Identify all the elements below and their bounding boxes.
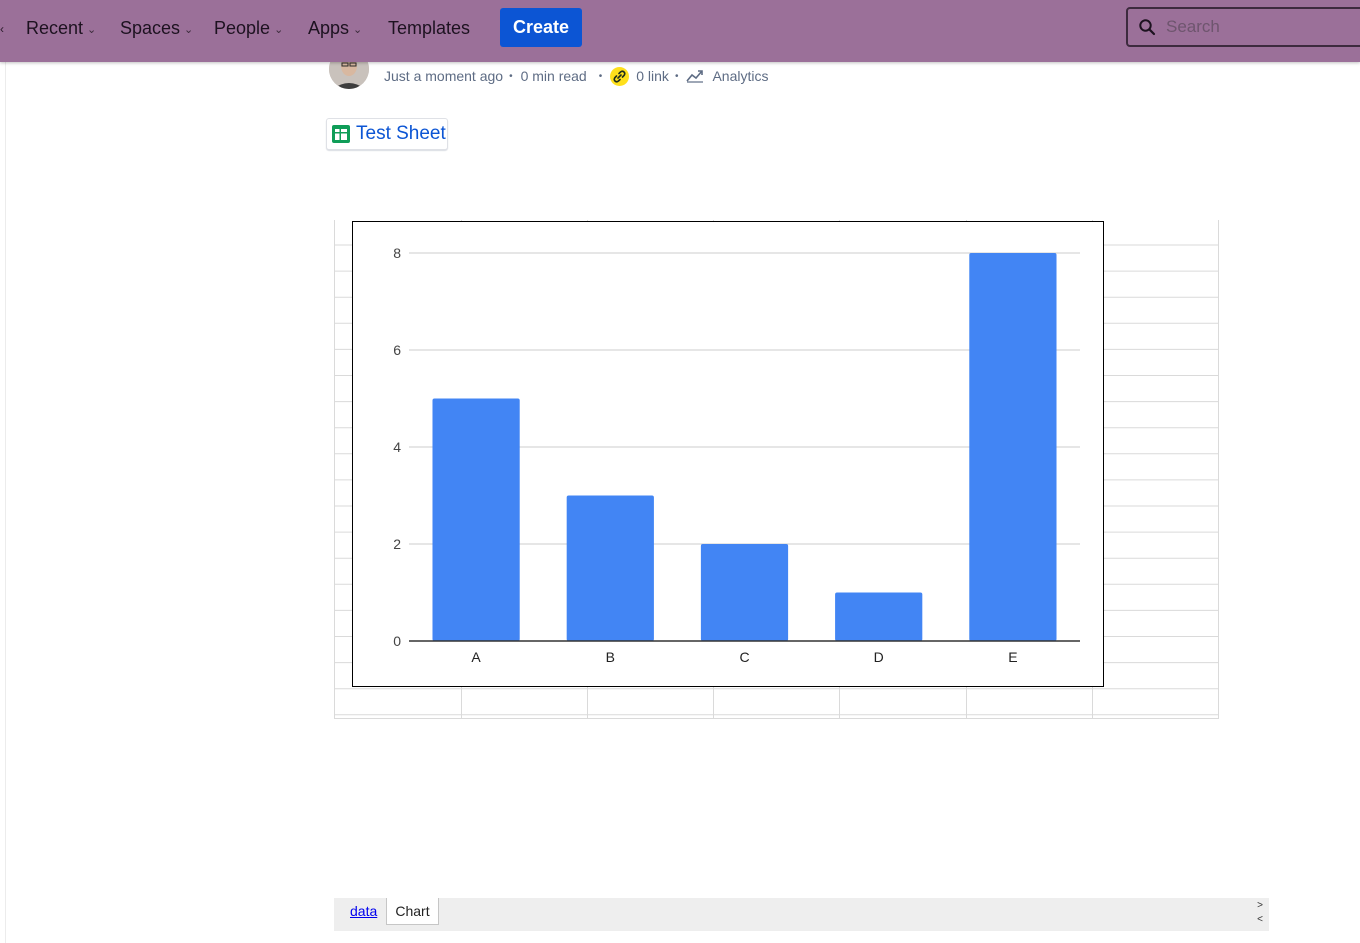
- x-tick-label: C: [739, 649, 749, 665]
- y-tick-label: 4: [393, 439, 401, 455]
- top-navigation: ‹ Recent ⌄ Spaces ⌄ People ⌄ Apps ⌄ Temp…: [0, 0, 1360, 62]
- analytics-link[interactable]: Analytics: [712, 68, 769, 84]
- nav-spaces-label: Spaces: [120, 17, 181, 38]
- embedded-chart: 0 2 4 6 8 A B C D E: [352, 221, 1104, 687]
- link-icon[interactable]: [610, 66, 630, 86]
- nav-spaces[interactable]: Spaces ⌄: [120, 16, 193, 40]
- y-tick-label: 8: [393, 245, 401, 261]
- x-tick-label: B: [606, 649, 615, 665]
- nav-recent-label: Recent: [26, 17, 84, 38]
- y-tick-label: 2: [393, 536, 401, 552]
- chevron-down-icon: ⌄: [87, 23, 97, 36]
- bar-chart: 0 2 4 6 8 A B C D E: [393, 245, 1080, 665]
- read-time: 0 min read: [520, 68, 587, 84]
- nav-templates[interactable]: Templates: [388, 16, 470, 40]
- updated-time: Just a moment ago: [384, 68, 504, 84]
- nav-edge-glyph[interactable]: ‹: [0, 22, 4, 36]
- search-icon: [1139, 19, 1156, 36]
- bar-E[interactable]: [969, 253, 1057, 641]
- tab-scroll-controls: > <: [1257, 899, 1263, 927]
- y-tick-label: 6: [393, 342, 401, 358]
- separator-dot: •: [598, 70, 603, 82]
- tab-data[interactable]: data: [350, 903, 378, 919]
- left-divider: [5, 62, 6, 943]
- chevron-down-icon: ⌄: [184, 23, 194, 36]
- search-box: [1126, 7, 1360, 47]
- x-tick-label: D: [874, 649, 884, 665]
- chevron-down-icon: ⌄: [353, 23, 363, 36]
- page-meta: Just a moment ago • 0 min read • 0 link …: [384, 66, 768, 86]
- sheet-tab-bar: data Chart > <: [334, 898, 1269, 931]
- nav-people[interactable]: People ⌄: [214, 16, 283, 40]
- nav-people-label: People: [214, 17, 271, 38]
- x-tick-label: E: [1008, 649, 1017, 665]
- separator-dot: •: [674, 70, 679, 82]
- analytics-icon: [686, 70, 704, 83]
- google-sheets-icon: [332, 125, 350, 143]
- separator-dot: •: [509, 70, 513, 82]
- create-button[interactable]: Create: [500, 8, 582, 47]
- nav-apps[interactable]: Apps ⌄: [308, 16, 362, 40]
- link-count[interactable]: 0 link: [636, 68, 669, 84]
- scroll-next-icon[interactable]: >: [1257, 900, 1263, 911]
- scroll-prev-icon[interactable]: <: [1257, 914, 1263, 925]
- bar-A[interactable]: [432, 398, 520, 642]
- search-input[interactable]: [1166, 12, 1356, 42]
- nav-recent[interactable]: Recent ⌄: [26, 16, 96, 40]
- bar-B[interactable]: [566, 495, 654, 642]
- nav-apps-label: Apps: [308, 17, 350, 38]
- x-tick-label: A: [471, 649, 481, 665]
- bar-D[interactable]: [835, 592, 923, 642]
- sheet-link[interactable]: Test Sheet: [326, 118, 448, 150]
- chevron-down-icon: ⌄: [274, 23, 284, 36]
- nav-templates-label: Templates: [388, 17, 471, 38]
- bar-C[interactable]: [700, 544, 789, 641]
- y-tick-label: 0: [393, 633, 401, 649]
- tab-chart[interactable]: Chart: [386, 898, 439, 925]
- sheet-title: Test Sheet: [356, 123, 446, 144]
